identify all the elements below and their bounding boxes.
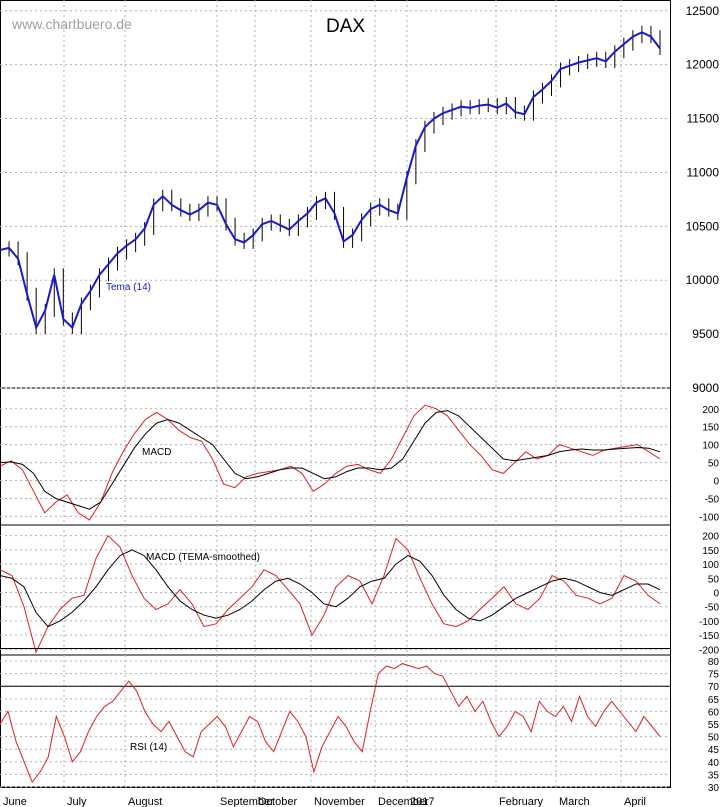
y-tick-label: 100 bbox=[702, 560, 719, 571]
y-tick-label: -100 bbox=[699, 512, 719, 523]
y-tick-label: 40 bbox=[708, 758, 720, 769]
y-tick-label: 150 bbox=[702, 423, 719, 434]
y-tick-label: 75 bbox=[708, 670, 720, 681]
y-tick-label: 30 bbox=[708, 783, 720, 794]
y-tick-label: 45 bbox=[708, 745, 720, 756]
y-tick-label: -50 bbox=[705, 494, 720, 505]
x-tick-label: November bbox=[314, 796, 365, 807]
y-tick-label: 11500 bbox=[687, 112, 720, 126]
signal-line bbox=[0, 410, 661, 510]
macd-label: MACD bbox=[142, 447, 171, 458]
x-tick-label: 2017 bbox=[410, 796, 434, 807]
y-tick-label: 50 bbox=[708, 574, 720, 585]
y-tick-label: 50 bbox=[708, 733, 720, 744]
site-watermark: www.chartbuero.de bbox=[12, 16, 132, 32]
x-tick-label: July bbox=[67, 796, 87, 807]
x-tick-label: September bbox=[220, 796, 274, 807]
y-tick-label: 200 bbox=[702, 405, 719, 416]
y-tick-label: -100 bbox=[699, 617, 719, 628]
y-tick-label: 9500 bbox=[692, 327, 719, 341]
y-tick-label: 60 bbox=[708, 707, 720, 718]
tema-line bbox=[0, 31, 661, 331]
y-tick-label: 150 bbox=[702, 546, 719, 557]
y-tick-label: 9000 bbox=[692, 381, 719, 395]
x-tick-label: December bbox=[378, 796, 429, 807]
indicator-line bbox=[0, 534, 661, 654]
y-tick-label: 0 bbox=[713, 589, 719, 600]
indicator-line bbox=[0, 663, 661, 783]
x-tick-label: February bbox=[499, 796, 544, 807]
y-tick-label: -150 bbox=[699, 631, 719, 642]
y-tick-label: 200 bbox=[702, 532, 719, 543]
x-tick-label: October bbox=[258, 796, 297, 807]
y-tick-label: 70 bbox=[708, 682, 720, 693]
y-tick-label: 12500 bbox=[686, 4, 720, 18]
y-tick-label: 35 bbox=[708, 770, 720, 781]
y-tick-label: 55 bbox=[708, 720, 720, 731]
signal-line bbox=[0, 549, 661, 628]
x-tick-label: April bbox=[624, 796, 646, 807]
y-tick-label: 50 bbox=[708, 459, 720, 470]
rsi-label: RSI (14) bbox=[130, 742, 167, 753]
y-tick-label: -200 bbox=[699, 645, 719, 656]
macd-tema-label: MACD (TEMA-smoothed) bbox=[146, 552, 260, 563]
y-tick-label: 10000 bbox=[686, 273, 720, 287]
y-tick-label: 0 bbox=[713, 477, 719, 488]
y-tick-label: 80 bbox=[708, 657, 720, 668]
indicator-line bbox=[0, 404, 661, 521]
x-tick-label: June bbox=[3, 796, 27, 807]
y-tick-label: 11000 bbox=[687, 165, 720, 179]
tema-label: Tema (14) bbox=[106, 282, 151, 293]
y-tick-label: -50 bbox=[705, 603, 720, 614]
y-tick-label: 65 bbox=[708, 695, 720, 706]
chart-title: DAX bbox=[326, 16, 366, 37]
x-tick-label: March bbox=[559, 796, 590, 807]
y-tick-label: 100 bbox=[702, 441, 719, 452]
y-tick-label: 10500 bbox=[686, 219, 720, 233]
y-tick-label: 12000 bbox=[686, 58, 720, 72]
x-tick-label: August bbox=[128, 796, 162, 807]
